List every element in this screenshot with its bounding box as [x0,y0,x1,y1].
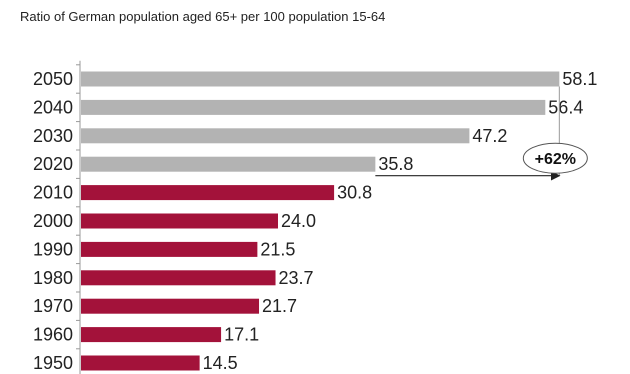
value-label-1970: 21.7 [262,296,297,316]
value-label-1980: 23.7 [279,268,314,288]
value-label-2020: 35.8 [378,154,413,174]
category-label-1990: 1990 [33,239,73,259]
value-label-2050: 58.1 [562,69,597,89]
category-label-1960: 1960 [33,325,73,345]
bar-2040 [81,99,546,115]
category-label-2010: 2010 [33,183,73,203]
bar-1990 [81,241,258,257]
bar-2000 [81,213,278,229]
value-label-1990: 21.5 [260,239,295,259]
value-label-2040: 56.4 [548,97,583,117]
category-label-2050: 2050 [33,69,73,89]
category-label-1970: 1970 [33,296,73,316]
bars-layer: 2050 58.1 2040 56.4 2030 47.2 2020 35.8 2010 30.8… [33,60,597,374]
category-label-1950: 1950 [33,353,73,373]
category-label-2040: 2040 [33,97,73,117]
value-label-2000: 24.0 [281,211,316,231]
annotation-label: +62% [535,151,576,168]
bar-1950 [81,355,200,371]
value-label-1960: 17.1 [224,325,259,345]
annotation-layer: +62% [375,86,588,181]
category-label-2000: 2000 [33,211,73,231]
bar-1970 [81,298,260,314]
bar-2010 [81,185,335,201]
annotation-ellipse [522,142,588,174]
category-label-1980: 1980 [33,268,73,288]
value-label-2010: 30.8 [337,183,372,203]
bar-1960 [81,327,222,343]
value-label-1950: 14.5 [203,353,238,373]
bar-2020 [81,156,376,172]
bar-2030 [81,128,470,144]
bar-2050 [81,71,560,87]
value-label-2030: 47.2 [472,126,507,146]
category-label-2020: 2020 [33,154,73,174]
chart-title: Ratio of German population aged 65+ per … [20,9,386,24]
category-label-2030: 2030 [33,126,73,146]
bar-1980 [81,270,276,286]
